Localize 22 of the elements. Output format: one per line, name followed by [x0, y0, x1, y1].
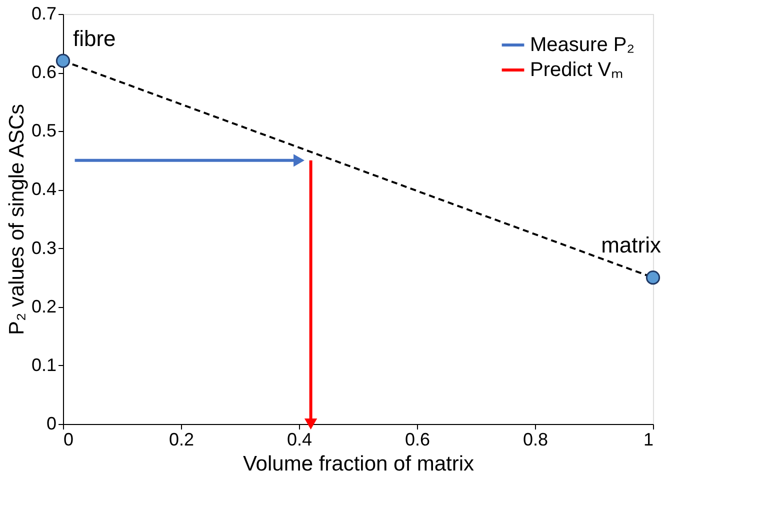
x-axis-title: Volume fraction of matrix — [242, 452, 475, 476]
legend-label: Predict Vₘ — [530, 59, 624, 81]
point — [646, 270, 660, 285]
x-tick-label: 0.6 — [404, 430, 430, 450]
y-tick-label: 0.3 — [31, 238, 56, 258]
y-tick-label: 0 — [46, 414, 56, 434]
x-tick-label: 0.2 — [168, 430, 194, 450]
y-tick-label: 0.2 — [31, 296, 56, 316]
y-axis-title: P₂ values of single ASCs — [5, 104, 28, 336]
x-tick-label: 0.8 — [522, 430, 548, 450]
annotation: fibre — [73, 26, 116, 51]
annotation: matrix — [601, 232, 661, 258]
y-tick-label: 0.7 — [31, 4, 56, 24]
y-tick-label: 0.4 — [31, 179, 56, 200]
y-tick-label: 0.5 — [31, 120, 56, 141]
legend-label: Measure P₂ — [530, 34, 634, 56]
x-tick-label: 0 — [64, 430, 74, 450]
point — [56, 54, 70, 68]
x-tick-label: 1 — [643, 430, 654, 450]
y-tick-label: 0.6 — [31, 62, 56, 82]
x-tick-label: 0.4 — [286, 430, 312, 450]
y-tick-label: 0.1 — [31, 354, 56, 375]
